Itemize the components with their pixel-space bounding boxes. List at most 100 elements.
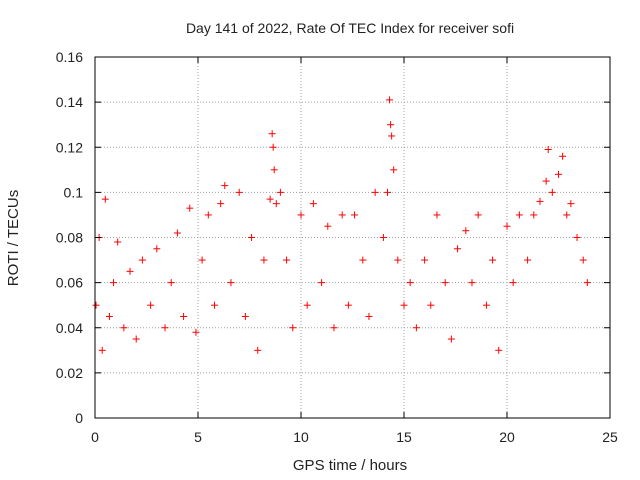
- data-point: [468, 279, 476, 287]
- data-point: [344, 301, 352, 309]
- data-point: [192, 328, 200, 336]
- data-point: [524, 256, 532, 264]
- data-point: [390, 166, 398, 174]
- data-point: [338, 211, 346, 219]
- data-point: [388, 132, 396, 140]
- data-point: [412, 324, 420, 332]
- data-point: [269, 143, 277, 151]
- data-point: [283, 256, 291, 264]
- data-point: [270, 166, 278, 174]
- data-point: [248, 234, 256, 241]
- x-axis-label: GPS time / hours: [293, 457, 407, 474]
- data-point: [297, 211, 305, 219]
- data-point: [268, 130, 276, 138]
- data-point: [482, 301, 490, 309]
- x-tick-label: 25: [602, 429, 618, 445]
- x-tick-label: 20: [499, 429, 515, 445]
- data-point: [266, 195, 274, 203]
- data-point: [289, 324, 297, 332]
- data-point: [447, 335, 455, 343]
- data-point: [110, 279, 118, 287]
- data-point: [260, 256, 268, 264]
- chart-title: Day 141 of 2022, Rate Of TEC Index for r…: [186, 20, 514, 36]
- data-point: [351, 211, 359, 219]
- x-tick-label: 10: [293, 429, 309, 445]
- data-point: [421, 256, 429, 264]
- data-point: [379, 234, 387, 241]
- data-point: [105, 312, 113, 320]
- data-point: [309, 200, 317, 208]
- y-axis: 0 0.02 0.04 0.06 0.08 0.1 0.12 0.14 0.16: [56, 49, 610, 426]
- data-point: [400, 301, 408, 309]
- data-point: [433, 211, 441, 219]
- y-axis-label: ROTI / TECUs: [5, 190, 22, 286]
- data-point: [173, 229, 181, 237]
- data-point: [235, 188, 243, 196]
- y-tick-label: 0.04: [56, 320, 83, 336]
- data-point: [167, 279, 175, 287]
- data-point: [548, 188, 556, 196]
- x-tick-label: 5: [194, 429, 202, 445]
- data-point: [567, 200, 575, 208]
- x-tick-label: 15: [396, 429, 412, 445]
- data-point: [515, 211, 523, 219]
- data-point: [324, 222, 332, 230]
- plot-frame: [94, 56, 611, 419]
- data-point: [573, 234, 581, 241]
- data-point: [254, 346, 262, 354]
- data-point: [330, 324, 338, 332]
- data-point: [384, 188, 392, 196]
- data-point: [204, 211, 212, 219]
- data-point: [227, 279, 235, 287]
- data-point: [217, 200, 225, 208]
- data-point: [210, 301, 218, 309]
- data-point: [221, 182, 229, 190]
- data-point: [462, 227, 470, 235]
- data-point: [161, 324, 169, 332]
- data-point: [138, 256, 146, 264]
- data-point: [536, 197, 544, 205]
- y-tick-label: 0.12: [56, 139, 83, 155]
- y-tick-label: 0.14: [56, 94, 83, 110]
- data-point: [387, 121, 395, 129]
- x-axis: 0 5 10 15 20 25: [91, 57, 618, 445]
- data-point: [132, 335, 140, 343]
- y-tick-label: 0.06: [56, 275, 83, 291]
- data-point: [559, 152, 567, 160]
- data-point: [583, 279, 591, 287]
- data-point: [365, 312, 373, 320]
- data-point: [92, 301, 100, 309]
- data-point: [198, 256, 206, 264]
- data-point: [542, 177, 550, 185]
- data-point: [180, 312, 188, 320]
- y-tick-label: 0.1: [64, 184, 84, 200]
- data-point: [318, 279, 326, 287]
- data-points: [92, 96, 591, 354]
- data-point: [441, 279, 449, 287]
- grid: [95, 57, 610, 418]
- data-point: [276, 188, 284, 196]
- data-point: [509, 279, 517, 287]
- y-tick-label: 0.16: [56, 49, 83, 65]
- data-point: [563, 211, 571, 219]
- y-tick-label: 0: [75, 410, 83, 426]
- data-point: [474, 211, 482, 219]
- data-point: [394, 256, 402, 264]
- data-point: [303, 301, 311, 309]
- data-point: [147, 301, 155, 309]
- data-point: [386, 96, 394, 104]
- data-point: [186, 204, 194, 212]
- data-point: [126, 267, 134, 275]
- data-point: [544, 146, 552, 154]
- data-point: [371, 188, 379, 196]
- data-point: [153, 245, 161, 253]
- data-point: [120, 324, 128, 332]
- data-point: [241, 312, 249, 320]
- x-tick-label: 0: [91, 429, 99, 445]
- data-point: [530, 211, 538, 219]
- data-point: [272, 200, 280, 208]
- data-point: [489, 256, 497, 264]
- data-point: [454, 245, 462, 253]
- data-point: [98, 346, 106, 354]
